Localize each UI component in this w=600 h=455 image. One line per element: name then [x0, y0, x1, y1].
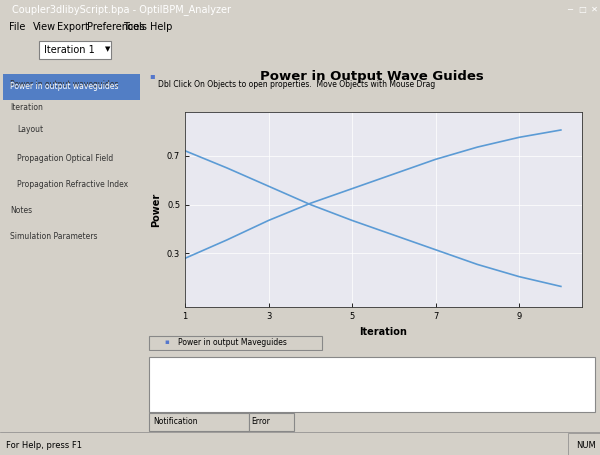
- Text: Power in output Maveguides: Power in output Maveguides: [178, 338, 287, 347]
- Text: ▼: ▼: [105, 46, 110, 53]
- FancyBboxPatch shape: [39, 41, 111, 59]
- Text: Help: Help: [150, 22, 172, 32]
- Text: ✕: ✕: [590, 5, 598, 14]
- Text: Iteration: Iteration: [10, 103, 43, 111]
- Text: Power in output waveguides: Power in output waveguides: [10, 82, 119, 91]
- Text: ▪: ▪: [149, 71, 155, 80]
- Text: Simulation Parameters: Simulation Parameters: [10, 232, 98, 241]
- FancyBboxPatch shape: [149, 357, 595, 412]
- Text: Preferences: Preferences: [87, 22, 145, 32]
- Text: ─: ─: [568, 5, 572, 14]
- Text: For Help, press F1: For Help, press F1: [6, 441, 82, 450]
- Text: □: □: [578, 5, 586, 14]
- Text: Layout: Layout: [17, 125, 43, 134]
- FancyBboxPatch shape: [149, 413, 249, 430]
- Text: Dbl Click On Objects to open properties.  Move Objects with Mouse Drag: Dbl Click On Objects to open properties.…: [158, 81, 435, 90]
- FancyBboxPatch shape: [3, 74, 140, 100]
- Text: Power in output waveguides: Power in output waveguides: [10, 81, 119, 90]
- Y-axis label: Power: Power: [151, 192, 161, 227]
- X-axis label: Iteration: Iteration: [359, 327, 407, 337]
- Text: NUM: NUM: [576, 441, 596, 450]
- Text: Propagation Refractive Index: Propagation Refractive Index: [17, 180, 128, 189]
- Text: Notification: Notification: [153, 417, 197, 426]
- FancyBboxPatch shape: [149, 335, 322, 350]
- Text: Notes: Notes: [10, 206, 32, 215]
- FancyBboxPatch shape: [249, 413, 295, 430]
- Text: Power in Output Wave Guides: Power in Output Wave Guides: [260, 70, 484, 82]
- Text: File: File: [9, 22, 25, 32]
- Text: Tools: Tools: [123, 22, 147, 32]
- Text: Iteration 1: Iteration 1: [44, 45, 95, 55]
- Text: ▪: ▪: [164, 339, 169, 345]
- Text: Coupler3dlibyScript.bpa - OptilBPM_Analyzer: Coupler3dlibyScript.bpa - OptilBPM_Analy…: [12, 4, 231, 15]
- Text: Error: Error: [251, 417, 270, 426]
- Text: View: View: [33, 22, 56, 32]
- Text: Propagation Optical Field: Propagation Optical Field: [17, 154, 113, 163]
- Text: Export: Export: [57, 22, 89, 32]
